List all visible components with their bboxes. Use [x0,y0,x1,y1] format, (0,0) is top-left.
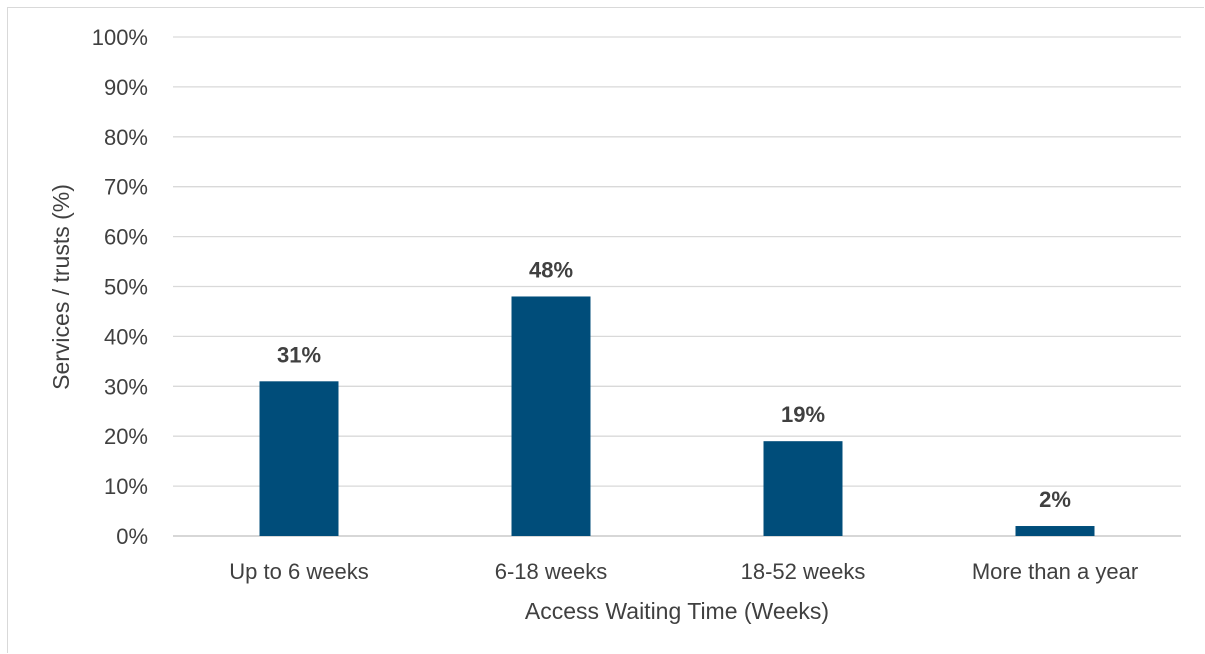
bars [259,296,1095,536]
y-tick-label: 60% [104,225,148,250]
data-label: 31% [277,342,321,367]
x-axis-ticks: Up to 6 weeks 6-18 weeks 18-52 weeks More t… [229,559,1138,584]
x-tick-label: Up to 6 weeks [229,559,368,584]
y-tick-label: 70% [104,175,148,200]
x-tick-label: 18-52 weeks [741,559,866,584]
bar [511,296,591,536]
x-tick-label: More than a year [972,559,1138,584]
gridlines [173,36,1181,537]
bar [259,381,339,536]
y-axis-title: Services / trusts (%) [48,184,74,390]
data-label: 2% [1039,487,1071,512]
y-tick-label: 40% [104,324,148,349]
y-tick-label: 20% [104,424,148,449]
y-tick-label: 90% [104,75,148,100]
y-tick-label: 10% [104,474,148,499]
data-label: 19% [781,402,825,427]
y-axis-ticks: 0% 10% 20% 30% 40% 50% 60% 70% 80% 90% 100% [92,25,148,549]
y-tick-label: 0% [116,524,148,549]
x-tick-label: 6-18 weeks [495,559,608,584]
data-labels: 31% 48% 19% 2% [277,257,1071,512]
data-label: 48% [529,257,573,282]
y-tick-label: 50% [104,275,148,300]
y-tick-label: 80% [104,125,148,150]
chart-frame [7,7,1204,653]
bar [763,441,843,536]
bar [1015,526,1095,536]
y-tick-label: 100% [92,25,148,50]
y-tick-label: 30% [104,374,148,399]
x-axis-title: Access Waiting Time (Weeks) [525,598,829,624]
